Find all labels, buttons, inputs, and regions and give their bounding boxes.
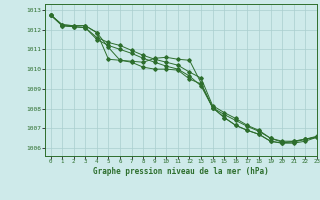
X-axis label: Graphe pression niveau de la mer (hPa): Graphe pression niveau de la mer (hPa) <box>93 167 269 176</box>
